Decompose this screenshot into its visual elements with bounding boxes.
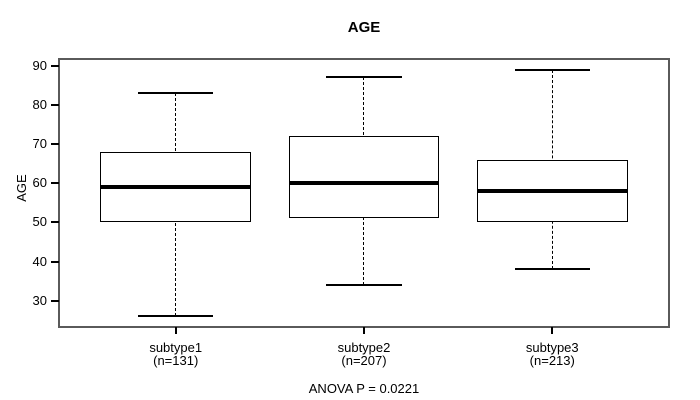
y-tick-mark <box>51 182 59 185</box>
y-tick-label: 60 <box>32 175 47 191</box>
y-tick-label: 70 <box>32 136 47 152</box>
boxplot-median-line <box>288 181 440 186</box>
group-sublabel: (n=131) <box>153 353 199 368</box>
whisker-cap-bottom <box>138 315 214 318</box>
y-tick-mark <box>51 143 59 146</box>
whisker-cap-bottom <box>514 268 590 271</box>
whisker-cap-top <box>138 92 214 95</box>
group-label: subtype3 <box>525 340 579 355</box>
group-label: subtype1 <box>149 340 203 355</box>
y-tick-label: 30 <box>32 292 47 308</box>
y-tick-label: 50 <box>32 214 47 230</box>
group-label: subtype2 <box>337 340 391 355</box>
group-sublabel: (n=207) <box>341 353 387 368</box>
y-tick-mark <box>51 64 59 67</box>
y-tick-mark <box>51 299 59 302</box>
y-tick-label: 90 <box>32 57 47 73</box>
whisker-cap-top <box>326 76 402 79</box>
y-tick-mark <box>51 260 59 263</box>
boxplot-box <box>288 136 440 219</box>
anova-p-annotation: ANOVA P = 0.0221 <box>308 381 420 396</box>
y-tick-label: 80 <box>32 96 47 112</box>
boxplot-median-line <box>100 185 252 190</box>
chart-title: AGE <box>347 19 381 36</box>
x-tick-mark <box>174 327 177 334</box>
whisker-cap-top <box>514 68 590 71</box>
x-tick-mark <box>363 327 365 334</box>
y-tick-label: 40 <box>32 253 47 269</box>
group-sublabel: (n=213) <box>529 353 575 368</box>
whisker-cap-bottom <box>326 284 402 287</box>
y-tick-mark <box>51 221 59 224</box>
boxplot-median-line <box>476 189 628 194</box>
y-tick-mark <box>51 103 59 106</box>
x-tick-mark <box>551 327 554 334</box>
